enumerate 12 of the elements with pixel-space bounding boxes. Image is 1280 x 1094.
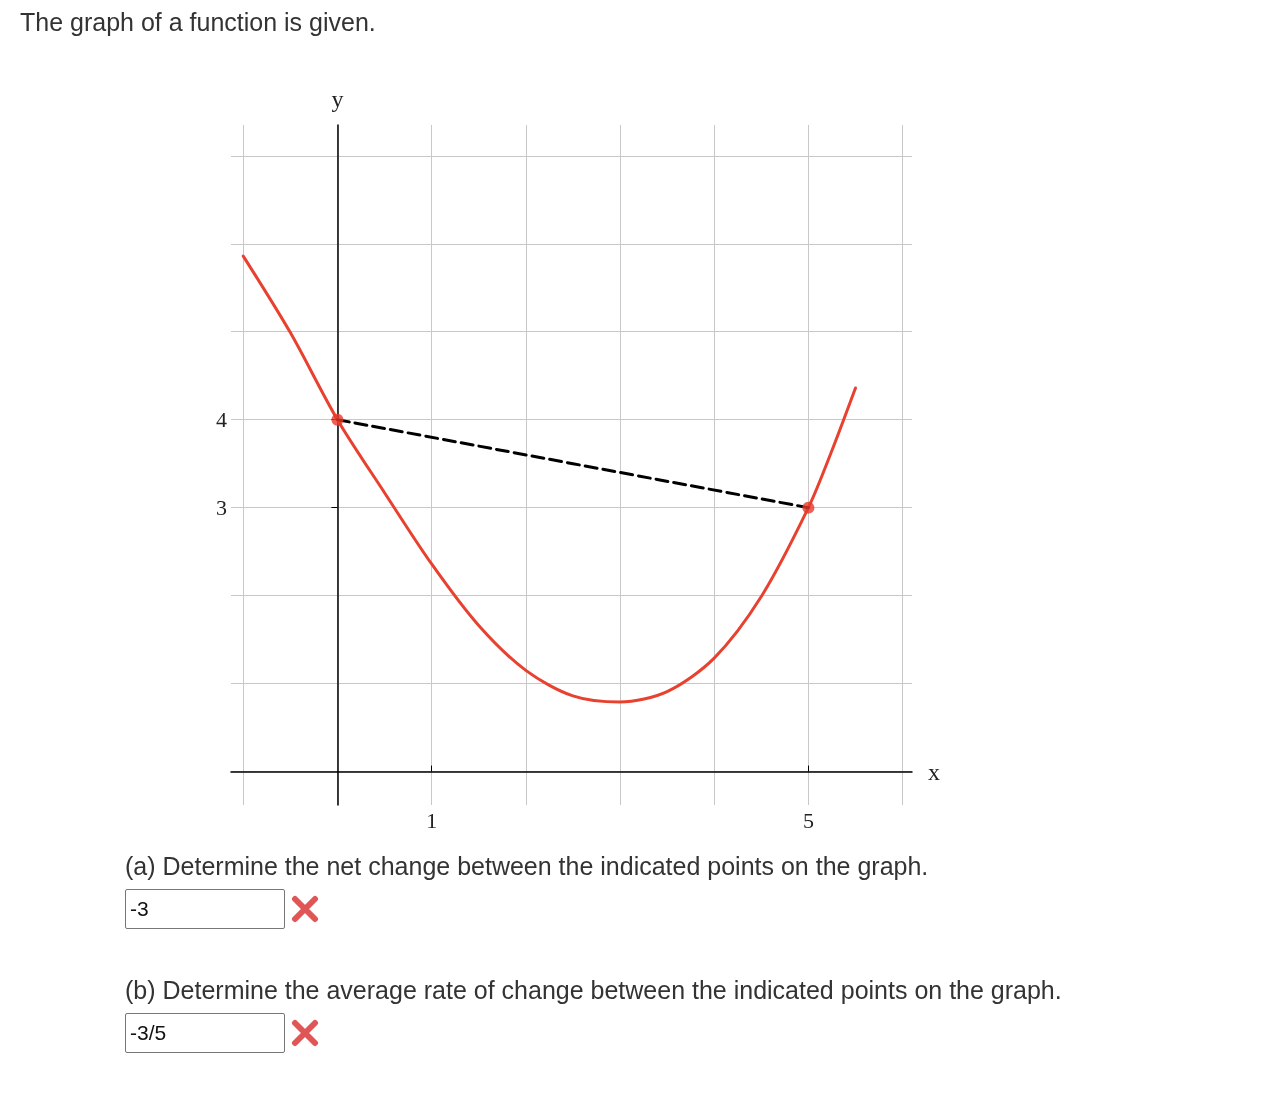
x-axis-title: x (928, 758, 940, 785)
text: (a) Determine the net change between the indicated points on the graph. (125, 852, 929, 881)
y-tick-label: 3 (216, 495, 227, 521)
x-tick-label: 5 (802, 807, 814, 833)
chart-title: The graph of a function is given. (20, 8, 376, 37)
y-axis-title: y (331, 86, 344, 112)
text-field: -3/5 (125, 1013, 285, 1053)
line-series (241, 254, 857, 704)
x-tick-label: 1 (426, 807, 438, 833)
text-field: -3 (125, 889, 285, 929)
text: (b) Determine the average rate of change between the indicated points on the graph. (125, 976, 1062, 1005)
y-tick-label: 4 (216, 407, 227, 433)
